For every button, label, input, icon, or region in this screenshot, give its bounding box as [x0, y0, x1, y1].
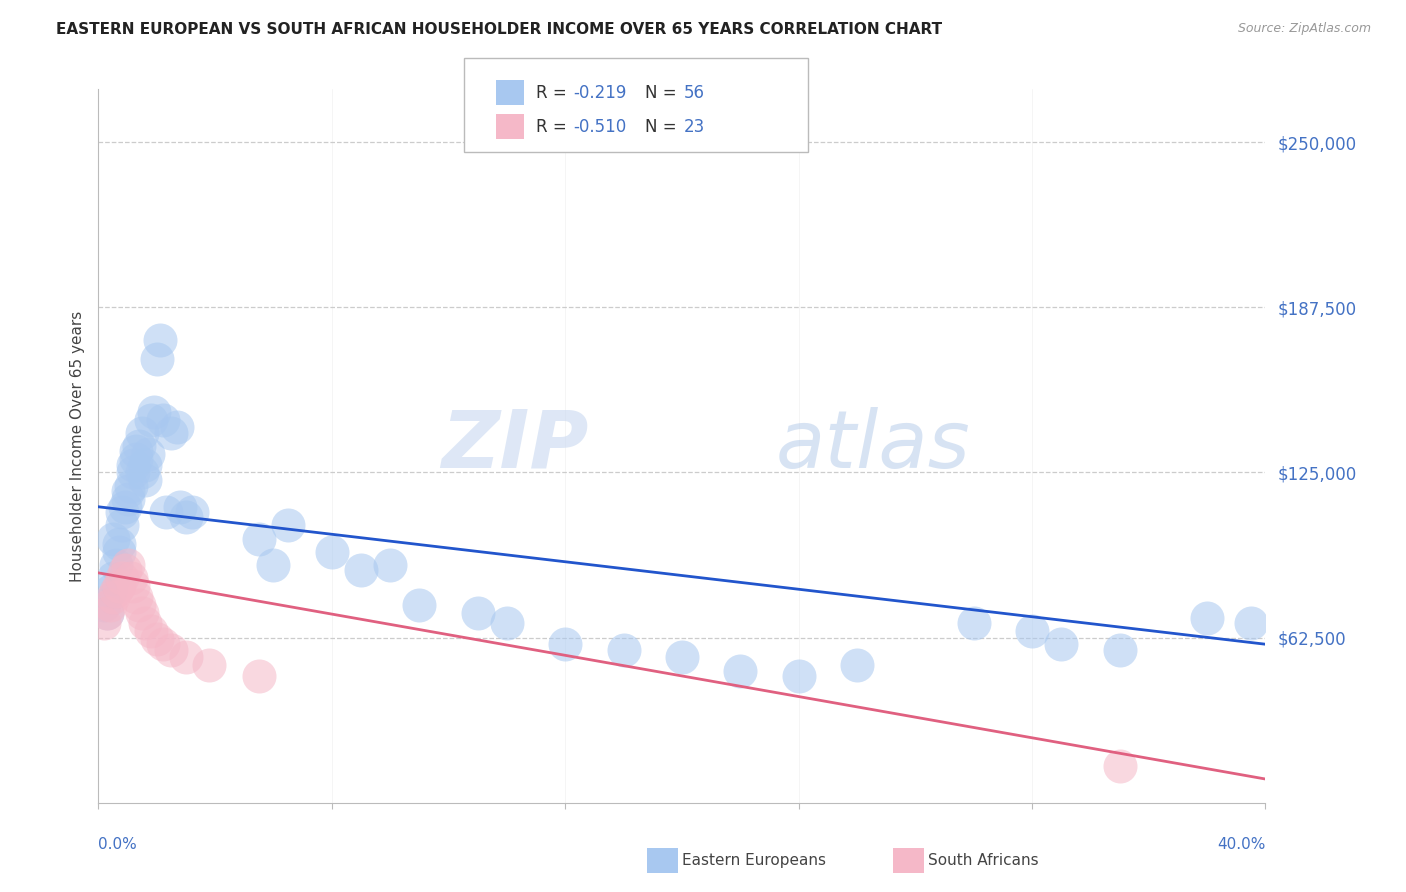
Point	[247, 669, 270, 683]
Point	[111, 518, 134, 533]
Point	[93, 616, 115, 631]
Point	[131, 466, 153, 480]
Point	[101, 590, 124, 604]
Point	[962, 616, 984, 631]
Point	[104, 584, 127, 599]
Point	[139, 624, 162, 638]
Point	[108, 579, 131, 593]
Y-axis label: Householder Income Over 65 years: Householder Income Over 65 years	[69, 310, 84, 582]
Point	[125, 590, 148, 604]
Point	[262, 558, 284, 572]
Point	[136, 447, 159, 461]
Text: -0.510: -0.510	[574, 118, 627, 136]
Point	[117, 483, 139, 498]
Point	[160, 425, 183, 440]
Point	[149, 333, 172, 347]
Point	[96, 606, 118, 620]
Point	[93, 598, 115, 612]
Point	[114, 563, 136, 577]
Point	[101, 532, 124, 546]
Point	[1021, 624, 1043, 638]
Point	[120, 571, 142, 585]
Point	[612, 642, 634, 657]
Text: R =: R =	[536, 118, 572, 136]
Point	[122, 466, 145, 480]
Text: 0.0%: 0.0%	[98, 838, 138, 852]
Point	[152, 637, 174, 651]
Point	[408, 598, 430, 612]
Text: Eastern Europeans: Eastern Europeans	[682, 854, 825, 868]
Point	[128, 439, 150, 453]
Point	[728, 664, 751, 678]
Point	[787, 669, 810, 683]
Point	[101, 571, 124, 585]
Point	[152, 412, 174, 426]
Text: 56: 56	[683, 84, 704, 102]
Point	[247, 532, 270, 546]
Point	[1108, 642, 1130, 657]
Point	[122, 458, 145, 472]
Text: EASTERN EUROPEAN VS SOUTH AFRICAN HOUSEHOLDER INCOME OVER 65 YEARS CORRELATION C: EASTERN EUROPEAN VS SOUTH AFRICAN HOUSEH…	[56, 22, 942, 37]
Point	[120, 478, 142, 492]
Point	[467, 606, 489, 620]
Text: ZIP: ZIP	[441, 407, 589, 485]
Point	[1108, 759, 1130, 773]
Point	[1240, 616, 1263, 631]
Point	[321, 545, 343, 559]
Point	[166, 420, 188, 434]
Point	[350, 563, 373, 577]
Point	[117, 558, 139, 572]
Point	[845, 658, 868, 673]
Point	[142, 404, 165, 418]
Text: N =: N =	[645, 118, 682, 136]
Point	[134, 458, 156, 472]
Text: atlas: atlas	[775, 407, 970, 485]
Text: 23: 23	[683, 118, 704, 136]
Point	[104, 558, 127, 572]
Point	[134, 616, 156, 631]
Text: -0.219: -0.219	[574, 84, 627, 102]
Point	[117, 491, 139, 506]
Point	[108, 537, 131, 551]
Point	[146, 632, 169, 646]
Point	[98, 584, 121, 599]
Point	[111, 505, 134, 519]
Point	[139, 412, 162, 426]
Text: South Africans: South Africans	[928, 854, 1039, 868]
Text: 40.0%: 40.0%	[1218, 838, 1265, 852]
Point	[128, 598, 150, 612]
Point	[160, 642, 183, 657]
Point	[108, 545, 131, 559]
Point	[98, 598, 121, 612]
Point	[1195, 611, 1218, 625]
Point	[495, 616, 517, 631]
Point	[134, 474, 156, 488]
Point	[131, 425, 153, 440]
Point	[1050, 637, 1073, 651]
Point	[554, 637, 576, 651]
Point	[174, 510, 197, 524]
Point	[671, 650, 693, 665]
Point	[277, 518, 299, 533]
Point	[111, 571, 134, 585]
Point	[146, 351, 169, 366]
Point	[131, 606, 153, 620]
Point	[114, 500, 136, 514]
Point	[378, 558, 402, 572]
Text: Source: ZipAtlas.com: Source: ZipAtlas.com	[1237, 22, 1371, 36]
Point	[122, 579, 145, 593]
Point	[125, 444, 148, 458]
Point	[169, 500, 191, 514]
Point	[155, 505, 177, 519]
Point	[96, 606, 118, 620]
Point	[125, 452, 148, 467]
Text: N =: N =	[645, 84, 682, 102]
Text: R =: R =	[536, 84, 572, 102]
Point	[174, 650, 197, 665]
Point	[180, 505, 202, 519]
Point	[198, 658, 221, 673]
